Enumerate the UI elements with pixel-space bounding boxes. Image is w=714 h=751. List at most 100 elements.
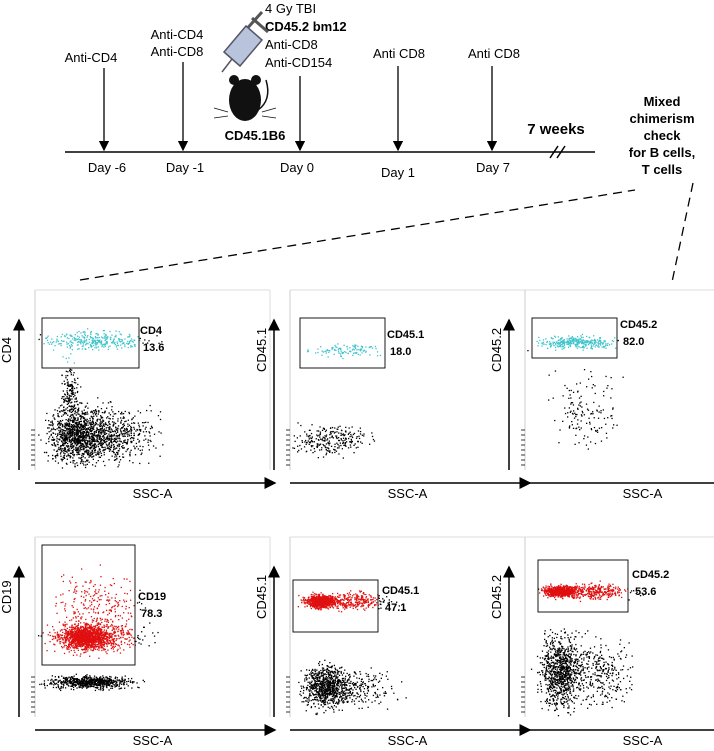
event-dot bbox=[108, 450, 111, 452]
event-dot bbox=[75, 439, 77, 441]
event-dot bbox=[84, 429, 87, 431]
event-dot bbox=[96, 428, 98, 430]
event-dot bbox=[96, 623, 98, 625]
event-dot bbox=[342, 433, 344, 435]
event-dot bbox=[604, 340, 606, 342]
event-dot bbox=[76, 400, 78, 402]
event-dot bbox=[101, 340, 103, 342]
event-dot bbox=[116, 458, 118, 460]
event-dot bbox=[578, 442, 580, 444]
event-dot bbox=[67, 455, 69, 457]
event-dot bbox=[64, 335, 66, 337]
event-dot bbox=[47, 455, 50, 457]
gate bbox=[299, 317, 386, 369]
event-dot bbox=[68, 398, 70, 401]
event-dot bbox=[131, 636, 133, 638]
event-dot bbox=[75, 449, 78, 451]
event-dot bbox=[125, 450, 127, 453]
event-dot bbox=[107, 614, 109, 616]
event-dot bbox=[80, 433, 82, 435]
event-dot bbox=[104, 411, 106, 413]
event-dot bbox=[89, 343, 92, 346]
event-dot bbox=[91, 429, 94, 431]
event-dot bbox=[114, 438, 116, 441]
event-dot bbox=[78, 629, 80, 631]
event-dot bbox=[136, 445, 138, 448]
event-dot bbox=[93, 635, 96, 637]
event-dot bbox=[89, 633, 91, 635]
event-dot bbox=[77, 639, 79, 641]
event-dot bbox=[324, 445, 326, 447]
event-dot bbox=[80, 633, 83, 635]
event-dot bbox=[583, 435, 586, 437]
event-dot bbox=[66, 449, 69, 451]
event-dot bbox=[110, 436, 113, 438]
event-dot bbox=[97, 630, 100, 632]
event-dot bbox=[122, 416, 125, 418]
event-dot bbox=[321, 350, 323, 352]
event-dot bbox=[303, 446, 306, 448]
event-dot bbox=[331, 452, 333, 454]
event-dot bbox=[113, 423, 115, 425]
event-dot bbox=[598, 427, 601, 429]
event-dot bbox=[93, 611, 95, 613]
event-dot bbox=[605, 423, 607, 425]
event-dot bbox=[68, 648, 70, 650]
event-dot bbox=[65, 438, 68, 441]
event-dot bbox=[78, 438, 80, 440]
event-dot bbox=[139, 412, 142, 414]
event-dot bbox=[92, 634, 94, 636]
event-dot bbox=[56, 640, 58, 642]
event-dot bbox=[590, 429, 593, 431]
event-dot bbox=[100, 343, 102, 345]
event-dot bbox=[120, 625, 123, 627]
event-dot bbox=[597, 345, 599, 347]
event-dot bbox=[123, 447, 125, 449]
event-dot bbox=[64, 427, 66, 429]
event-dot bbox=[597, 431, 599, 433]
event-dot bbox=[76, 633, 78, 635]
event-dot bbox=[97, 341, 99, 344]
event-dot bbox=[80, 414, 82, 417]
event-dot bbox=[65, 633, 67, 635]
event-dot bbox=[558, 343, 560, 345]
event-dot bbox=[132, 439, 135, 441]
event-dot bbox=[75, 422, 77, 424]
event-dot bbox=[103, 611, 105, 613]
event-dot bbox=[70, 642, 72, 644]
event-dot bbox=[603, 390, 605, 393]
event-dot bbox=[87, 644, 90, 646]
event-dot bbox=[106, 341, 108, 343]
event-dot bbox=[119, 341, 121, 343]
event-dot bbox=[73, 613, 75, 615]
event-dot bbox=[75, 382, 77, 384]
event-dot bbox=[107, 416, 109, 418]
event-dot bbox=[89, 639, 92, 642]
event-dot bbox=[73, 417, 75, 419]
event-dot bbox=[69, 409, 71, 411]
event-dot bbox=[333, 432, 336, 434]
event-dot bbox=[66, 438, 68, 440]
event-dot bbox=[97, 641, 99, 643]
event-dot bbox=[78, 407, 80, 409]
event-dot bbox=[557, 346, 559, 348]
event-dot bbox=[583, 342, 585, 344]
event-dot bbox=[74, 379, 76, 382]
event-dot bbox=[127, 346, 129, 349]
event-dot bbox=[89, 453, 91, 455]
check-text: T cells bbox=[642, 162, 682, 177]
event-dot bbox=[61, 683, 63, 685]
event-dot bbox=[559, 339, 561, 341]
event-dot bbox=[75, 631, 77, 634]
event-dot bbox=[89, 632, 92, 634]
event-dot bbox=[73, 387, 76, 390]
event-dot bbox=[56, 634, 58, 636]
event-dot bbox=[89, 627, 91, 629]
event-dot bbox=[94, 444, 96, 446]
event-dot bbox=[147, 421, 149, 424]
event-dot bbox=[85, 464, 87, 466]
event-dot bbox=[67, 432, 69, 435]
event-dot bbox=[80, 458, 82, 460]
event-dot bbox=[568, 337, 571, 340]
event-dot bbox=[115, 437, 117, 439]
